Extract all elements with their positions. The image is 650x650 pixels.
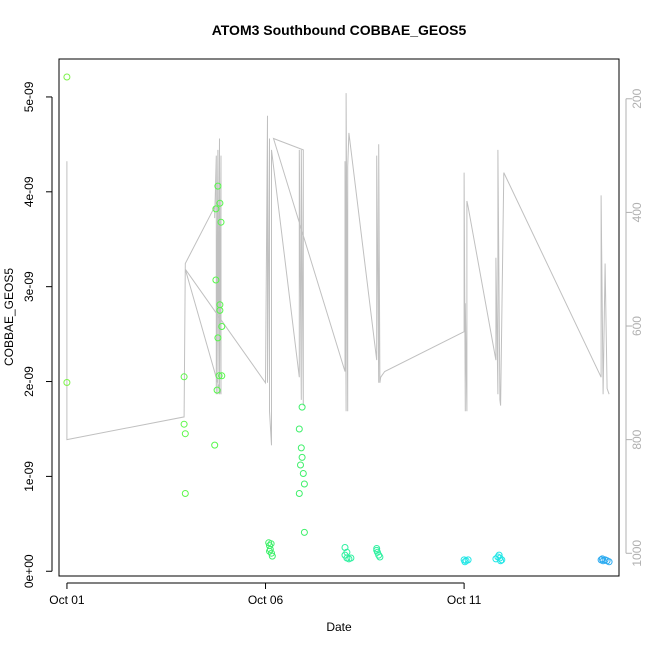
data-point (341, 544, 349, 551)
data-point (498, 556, 506, 564)
y2-tick-label: 200 (630, 88, 644, 108)
data-point (214, 182, 222, 190)
data-point (300, 480, 308, 488)
y2-axis: 200 400 600 800 1000 (625, 88, 644, 567)
plot-frame (58, 58, 620, 577)
y2-tick-label: 800 (630, 429, 644, 449)
data-point (216, 199, 224, 207)
data-point (598, 555, 606, 563)
data-point (373, 546, 381, 554)
data-point (216, 306, 224, 314)
data-point (496, 554, 504, 562)
data-point (215, 372, 223, 380)
y-tick-label: 2e-09 (22, 366, 36, 397)
y-tick-label: 0e+00 (22, 554, 36, 588)
chart-title: ATOM3 Southbound COBBAE_GEOS5 (212, 22, 467, 38)
data-point (295, 490, 303, 497)
data-point (373, 545, 381, 552)
pressure-line-layer (66, 93, 610, 446)
data-point (180, 373, 188, 381)
data-point (214, 334, 222, 342)
data-point (181, 430, 189, 438)
data-point (376, 553, 384, 561)
y2-tick-label: 1000 (630, 540, 644, 567)
x-axis: Oct 01 Oct 06 Oct 11 (49, 582, 482, 607)
data-point (217, 218, 225, 226)
x-tick-label: Oct 06 (248, 593, 284, 607)
y-axis: 0e+00 1e-09 2e-09 3e-09 4e-09 5e-09 (22, 81, 53, 588)
data-point (180, 420, 188, 428)
data-point (266, 547, 273, 555)
data-point (299, 470, 307, 477)
data-point (212, 205, 220, 213)
data-point (297, 444, 305, 452)
data-point (295, 425, 303, 433)
data-point (298, 403, 306, 411)
y2-tick-label: 400 (630, 202, 644, 222)
data-point (461, 558, 469, 566)
data-point (211, 441, 219, 449)
data-point (218, 323, 226, 330)
x-tick-label: Oct 11 (447, 593, 482, 607)
x-tick-label: Oct 01 (49, 593, 85, 607)
y2-tick-label: 600 (630, 316, 644, 336)
data-point (298, 453, 306, 461)
data-point (213, 386, 221, 394)
data-point (212, 276, 220, 284)
pressure-line (66, 93, 610, 446)
data-point (63, 73, 71, 81)
data-points-layer (63, 73, 613, 566)
y-axis-label: COBBAE_GEOS5 (2, 268, 16, 366)
y-tick-label: 4e-09 (22, 176, 36, 207)
y-tick-label: 5e-09 (22, 81, 36, 112)
data-point (218, 372, 226, 380)
data-point (300, 528, 308, 536)
data-point (605, 558, 613, 566)
data-point (181, 490, 189, 497)
data-point (375, 551, 383, 559)
data-point (297, 461, 304, 469)
y-tick-label: 3e-09 (22, 271, 36, 302)
data-point (347, 554, 355, 562)
y-tick-label: 1e-09 (22, 461, 36, 492)
data-point (63, 379, 71, 386)
data-point (267, 540, 275, 548)
x-axis-label: Date (326, 620, 352, 634)
data-point (268, 549, 275, 557)
